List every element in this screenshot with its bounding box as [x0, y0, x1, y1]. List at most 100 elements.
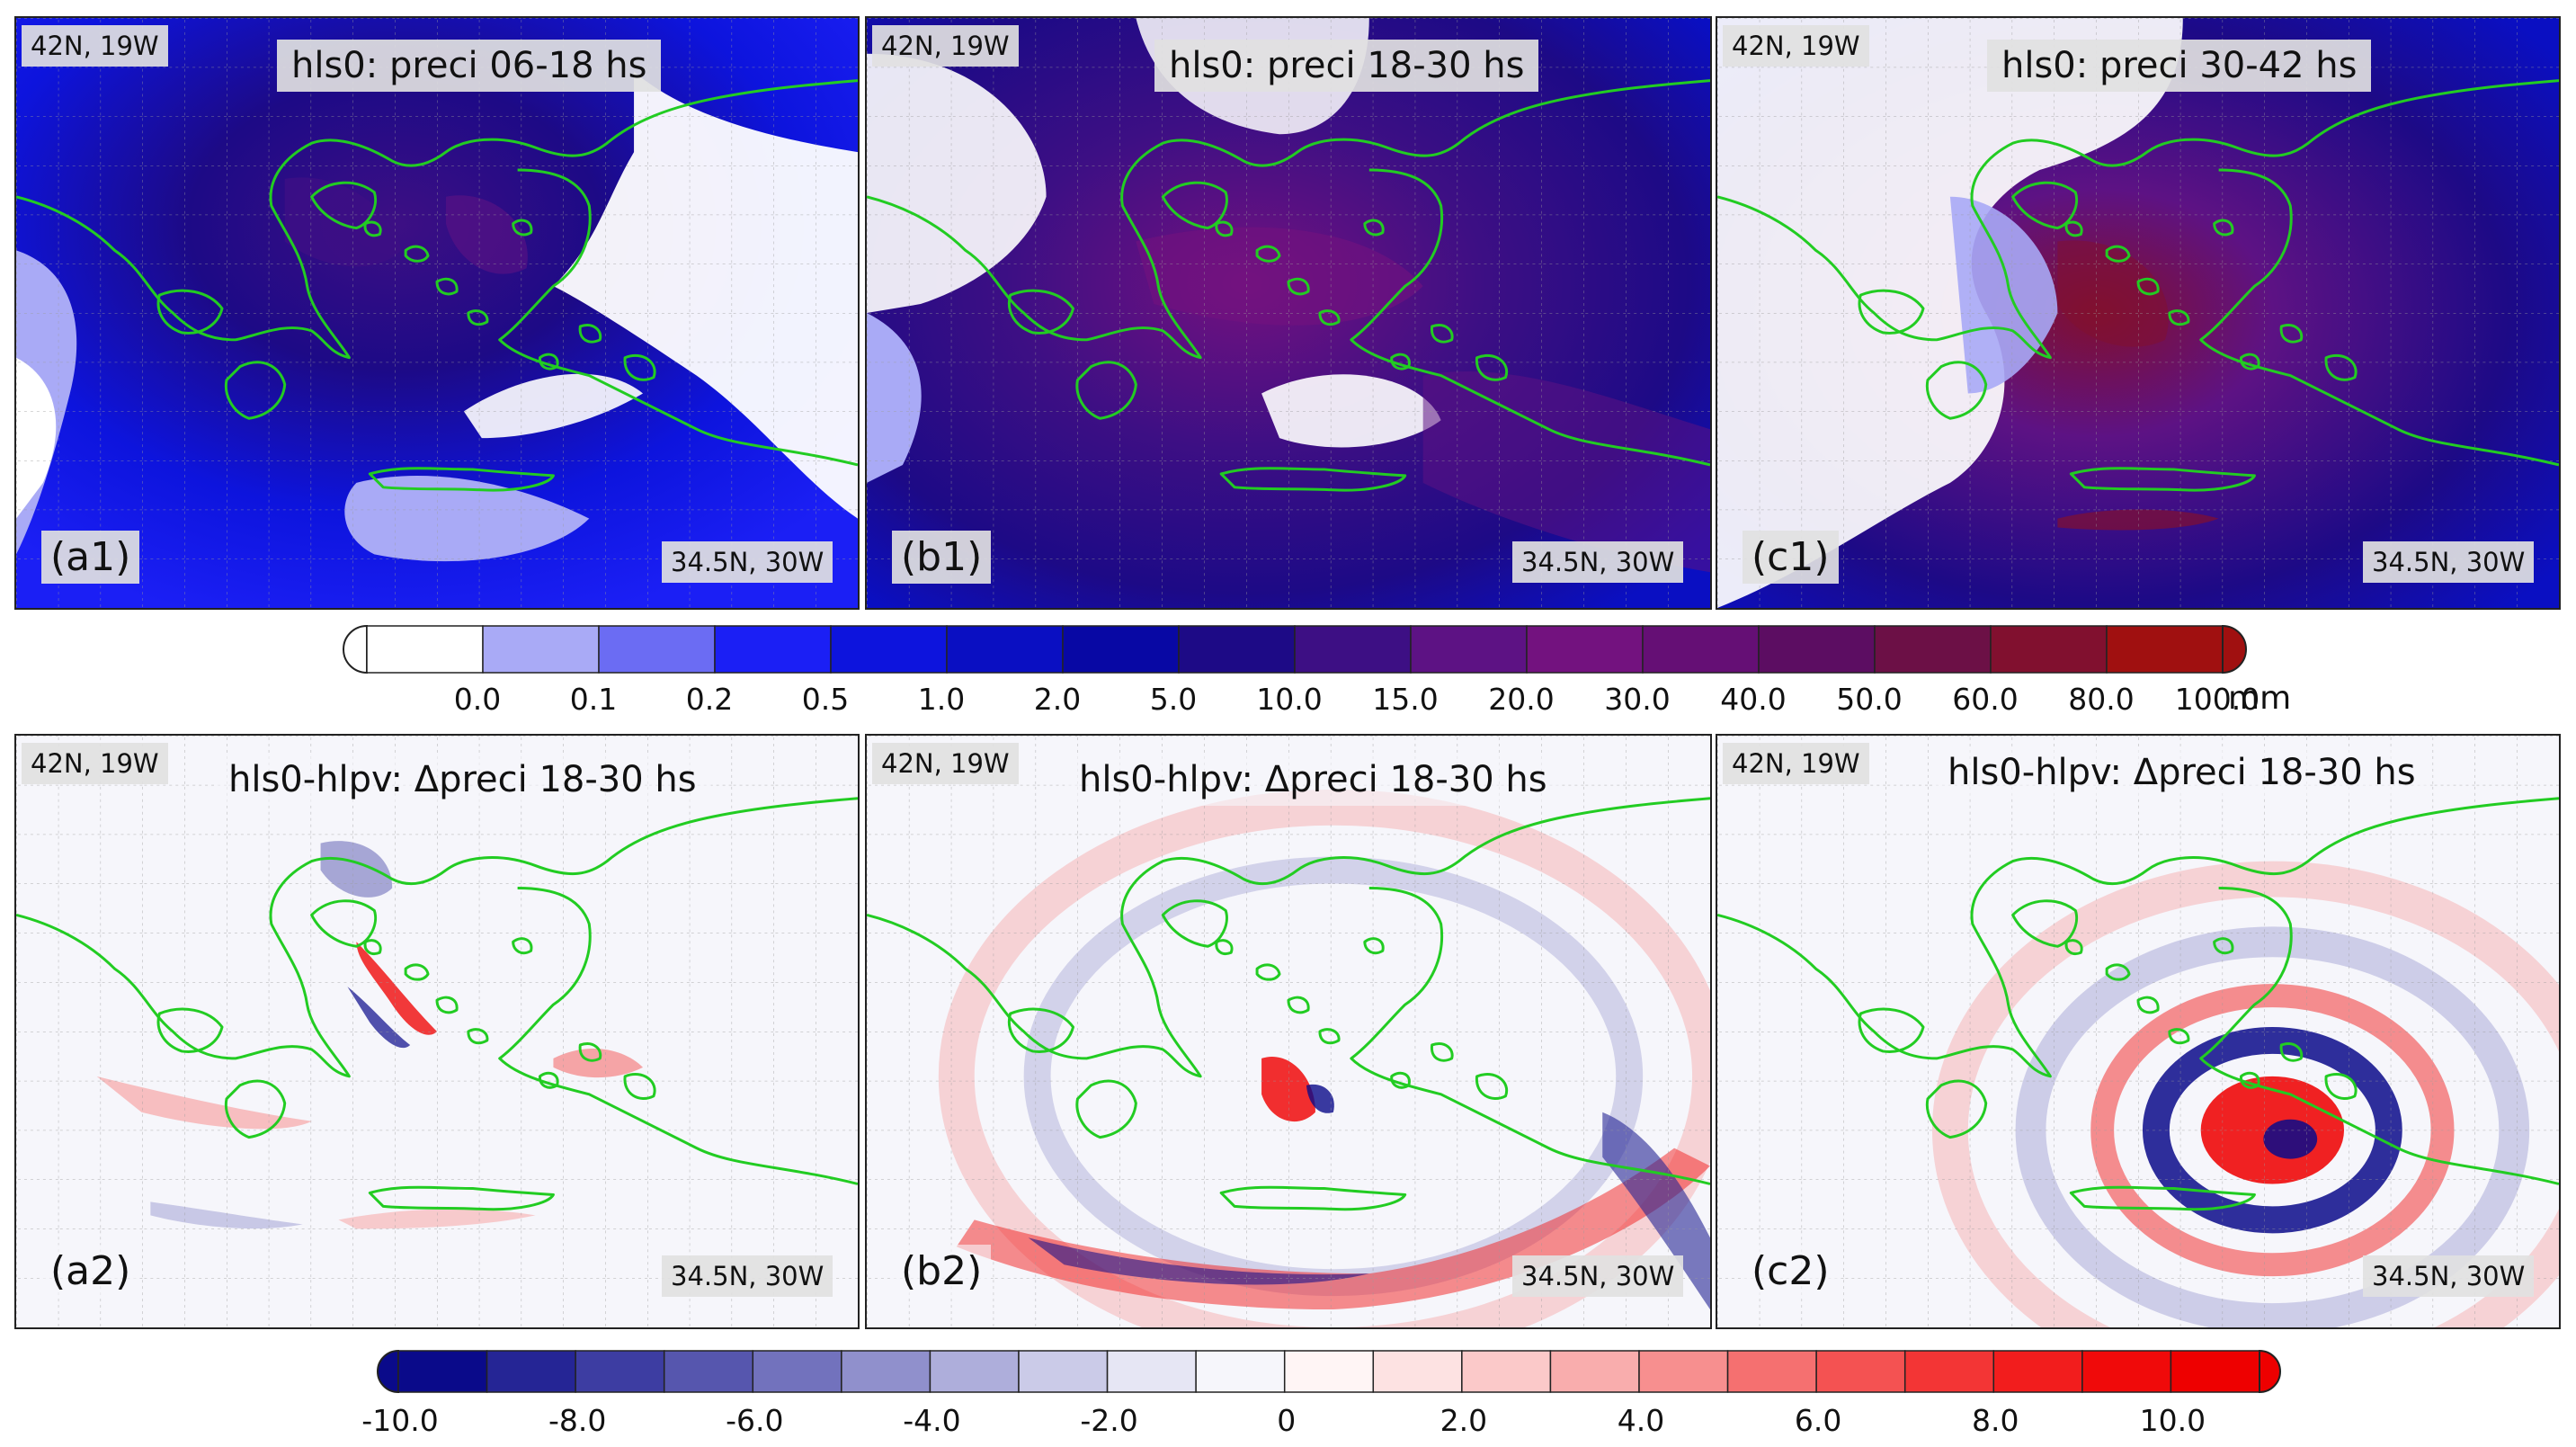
colorbar-segment [1990, 625, 2108, 674]
panel-title: hls0: preci 30-42 hs [1987, 40, 2372, 92]
panel-title: hls0: preci 06-18 hs [277, 40, 662, 92]
colorbar-segment [2106, 625, 2224, 674]
colorbar-cap-start [377, 1349, 399, 1394]
panel-id-label: (b2) [892, 1245, 992, 1298]
colorbar-cap-end [2222, 624, 2247, 674]
precip-map-c1 [1717, 18, 2559, 608]
colorbar-segment [1874, 625, 1992, 674]
corner-label-nw: 42N, 19W [1723, 743, 1869, 784]
colorbar-segment [2081, 1350, 2172, 1393]
diff-map-a2 [16, 736, 858, 1327]
corner-label-se: 34.5N, 30W [2363, 1255, 2535, 1297]
colorbar-tick-label: 6.0 [1794, 1403, 1842, 1438]
colorbar-segment [1815, 1350, 1906, 1393]
panel-a1: 42N, 19W hls0: preci 06-18 hs (a1) 34.5N… [14, 16, 860, 610]
colorbar-tick-label: 0.5 [801, 682, 850, 717]
diff-colorbar-ticks: -10.0 -8.0 -6.0 -4.0 -2.0 0 2.0 4.0 6.0 8.0 10.0 [0, 1403, 2576, 1443]
colorbar-tick-label: 5.0 [1149, 682, 1198, 717]
panel-title: hls0-hlpv: Δpreci 18-30 hs [1933, 746, 2430, 799]
diff-map-b2 [867, 736, 1710, 1327]
panel-title: hls0-hlpv: Δpreci 18-30 hs [214, 754, 711, 806]
colorbar-segment [1410, 625, 1528, 674]
colorbar-tick-label: 1.0 [917, 682, 966, 717]
panel-id-label: (a2) [41, 1245, 140, 1298]
colorbar-segment [1992, 1350, 2083, 1393]
colorbar-tick-label: 2.0 [1033, 682, 1082, 717]
diff-map-c2 [1717, 736, 2559, 1327]
diff-colorbar [377, 1349, 2281, 1394]
corner-label-se: 34.5N, 30W [662, 541, 833, 583]
panel-id-label: (a1) [41, 531, 140, 584]
colorbar-segment [482, 625, 600, 674]
corner-label-nw: 42N, 19W [872, 25, 1019, 67]
corner-label-nw: 42N, 19W [1723, 25, 1869, 67]
panel-b2: 42N, 19W hls0-hlpv: Δpreci 18-30 hs (b2)… [865, 734, 1712, 1329]
corner-label-nw: 42N, 19W [872, 743, 1019, 784]
panel-c1: 42N, 19W hls0: preci 30-42 hs (c1) 34.5N… [1716, 16, 2561, 610]
panel-c2: 42N, 19W hls0-hlpv: Δpreci 18-30 hs (c2)… [1716, 734, 2561, 1329]
colorbar-segment [1294, 625, 1412, 674]
colorbar-segment [663, 1350, 754, 1393]
colorbar-tick-label: 60.0 [1952, 682, 2019, 717]
corner-label-se: 34.5N, 30W [662, 1255, 833, 1297]
colorbar-cap-end [2259, 1349, 2281, 1394]
colorbar-segment [1195, 1350, 1286, 1393]
precip-colorbar [343, 624, 2247, 674]
colorbar-tick-label: 4.0 [1617, 1403, 1665, 1438]
panel-b1: 42N, 19W hls0: preci 18-30 hs (b1) 34.5N… [865, 16, 1712, 610]
colorbar-tick-label: 2.0 [1440, 1403, 1488, 1438]
colorbar-segment [929, 1350, 1020, 1393]
colorbar-tick-label: 40.0 [1720, 682, 1787, 717]
colorbar-segment [841, 1350, 931, 1393]
colorbar-tick-label: 80.0 [2068, 682, 2135, 717]
colorbar-segment [1903, 1350, 1995, 1393]
colorbar-tick-label: 30.0 [1604, 682, 1671, 717]
precip-colorbar-ticks: 0.0 0.1 0.2 0.5 1.0 2.0 5.0 10.0 15.0 20.0 30.0 40.… [0, 682, 2576, 721]
corner-label-se: 34.5N, 30W [1512, 1255, 1684, 1297]
colorbar-segment [1726, 1350, 1817, 1393]
colorbar-tick-label: 0 [1277, 1403, 1297, 1438]
colorbar-segment [946, 625, 1064, 674]
colorbar-segment [1372, 1350, 1463, 1393]
colorbar-segment [1062, 625, 1180, 674]
colorbar-tick-label: 0.0 [453, 682, 502, 717]
panel-title: hls0-hlpv: Δpreci 18-30 hs [1065, 754, 1562, 806]
colorbar-tick-label: 20.0 [1488, 682, 1555, 717]
colorbar-tick-label: -2.0 [1080, 1403, 1138, 1438]
colorbar-tick-label: 100.0 [2174, 682, 2260, 717]
colorbar-segment [830, 625, 948, 674]
colorbar-segment [1549, 1350, 1640, 1393]
corner-label-nw: 42N, 19W [22, 743, 168, 784]
panel-title: hls0: preci 18-30 hs [1154, 40, 1539, 92]
panel-a2: 42N, 19W hls0-hlpv: Δpreci 18-30 hs (a2)… [14, 734, 860, 1329]
panel-id-label: (c1) [1743, 531, 1839, 584]
colorbar-tick-label: -10.0 [361, 1403, 439, 1438]
colorbar-tick-label: -6.0 [726, 1403, 784, 1438]
colorbar-segment [1106, 1350, 1197, 1393]
colorbar-segment [366, 625, 484, 674]
colorbar-segment [2170, 1350, 2260, 1393]
colorbar-segment [1526, 625, 1644, 674]
panel-id-label: (c2) [1743, 1245, 1839, 1298]
colorbar-cap-start [343, 624, 368, 674]
precip-map-b1 [867, 18, 1710, 608]
corner-label-se: 34.5N, 30W [2363, 541, 2535, 583]
colorbar-segment [714, 625, 832, 674]
corner-label-se: 34.5N, 30W [1512, 541, 1684, 583]
colorbar-tick-label: 10.0 [2139, 1403, 2206, 1438]
colorbar-tick-label: -8.0 [548, 1403, 607, 1438]
colorbar-segment [752, 1350, 842, 1393]
colorbar-tick-label: 0.2 [685, 682, 734, 717]
colorbar-segment [397, 1350, 488, 1393]
colorbar-unit: mm [2228, 680, 2292, 717]
panel-id-label: (b1) [892, 531, 992, 584]
colorbar-tick-label: 0.1 [569, 682, 618, 717]
colorbar-tick-label: 15.0 [1372, 682, 1439, 717]
colorbar-segment [1638, 1350, 1729, 1393]
precip-map-a1 [16, 18, 858, 608]
colorbar-tick-label: -4.0 [903, 1403, 961, 1438]
colorbar-segment [598, 625, 716, 674]
colorbar-segment [1758, 625, 1876, 674]
colorbar-tick-label: 8.0 [1972, 1403, 2019, 1438]
colorbar-segment [1283, 1350, 1375, 1393]
